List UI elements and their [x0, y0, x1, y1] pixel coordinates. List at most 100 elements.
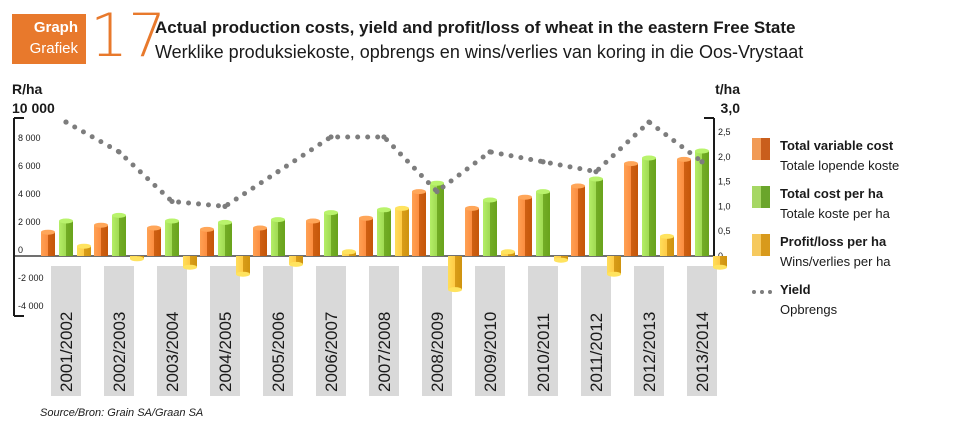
bar-cap-variable-cost	[41, 229, 55, 235]
bar-cap-total-cost	[642, 155, 656, 161]
bar-cap-total-cost	[324, 210, 338, 216]
bar-variable-cost	[359, 218, 373, 256]
bar-cap-profit-loss	[342, 249, 356, 255]
badge-label-af: Grafiek	[29, 40, 78, 57]
left-tick-label: -2 000	[18, 273, 44, 283]
bar-total-cost	[642, 158, 656, 256]
category-label: 2007/2008	[375, 312, 394, 392]
bar-total-cost	[165, 221, 179, 256]
bar-cap-total-cost	[695, 148, 709, 154]
legend-swatch-variable-cost	[752, 138, 770, 160]
bar-cap-variable-cost	[147, 225, 161, 231]
yield-point	[381, 134, 387, 140]
bar-cap-profit-loss	[554, 257, 568, 263]
bar-cap-variable-cost	[465, 205, 479, 211]
legend-label-en: Profit/loss per ha	[780, 234, 887, 249]
bar-total-cost	[695, 151, 709, 256]
yield-point	[593, 169, 599, 175]
bar-cap-variable-cost	[94, 222, 108, 228]
bar-total-cost	[483, 200, 497, 256]
bar-profit-loss	[289, 256, 303, 265]
bar-total-cost	[430, 183, 444, 256]
bar-cap-profit-loss	[77, 243, 91, 249]
left-tick-label: 0	[18, 245, 23, 255]
legend-label-en: Yield	[780, 282, 811, 297]
bar-cap-variable-cost	[412, 189, 426, 195]
bar-cap-variable-cost	[253, 225, 267, 231]
bar-variable-cost	[41, 232, 55, 256]
category-band	[51, 266, 81, 396]
bar-variable-cost	[147, 228, 161, 256]
legend-label-af: Opbrengs	[780, 302, 838, 317]
bar-cap-variable-cost	[200, 226, 214, 232]
yield-point	[275, 169, 281, 175]
bar-total-cost	[271, 219, 285, 256]
category-band	[581, 266, 611, 396]
bar-cap-total-cost	[218, 219, 232, 225]
legend-swatch-profit-loss	[752, 234, 770, 256]
bar-cap-total-cost	[112, 212, 126, 218]
bar-cap-variable-cost	[571, 183, 585, 189]
bar-total-cost	[536, 191, 550, 256]
bar-cap-profit-loss	[448, 287, 462, 293]
yield-point	[699, 159, 705, 165]
bar-cap-total-cost	[59, 218, 73, 224]
bar-variable-cost	[200, 229, 214, 256]
source-note: Source/Bron: Grain SA/Graan SA	[40, 407, 204, 419]
category-band	[104, 266, 134, 396]
bar-variable-cost	[465, 208, 479, 256]
category-band	[369, 266, 399, 396]
category-band	[528, 266, 558, 396]
category-label: 2010/2011	[534, 313, 553, 392]
bar-total-cost	[218, 222, 232, 256]
legend-label-af: Totale lopende koste	[780, 158, 900, 173]
bar-total-cost	[324, 212, 338, 256]
left-tick-label: 8 000	[18, 133, 41, 143]
graph-number: 17	[90, 1, 167, 71]
bar-variable-cost	[94, 225, 108, 256]
bar-cap-profit-loss	[713, 264, 727, 270]
right-tick-label: 2,0	[718, 152, 731, 162]
yield-point	[646, 119, 652, 125]
bar-cap-total-cost	[536, 189, 550, 195]
bar-variable-cost	[518, 197, 532, 256]
bar-cap-total-cost	[483, 197, 497, 203]
bar-profit-loss	[236, 256, 250, 275]
bar-cap-total-cost	[430, 180, 444, 186]
bar-cap-total-cost	[165, 218, 179, 224]
category-label: 2006/2007	[322, 312, 341, 392]
bar-cap-total-cost	[271, 217, 285, 223]
right-tick-label: 1,0	[718, 201, 731, 211]
bar-profit-loss	[607, 256, 621, 275]
legend-swatch-yield	[752, 290, 772, 294]
bar-total-cost	[59, 221, 73, 256]
bar-cap-profit-loss	[395, 205, 409, 211]
category-label: 2013/2014	[693, 312, 712, 392]
category-band	[263, 266, 293, 396]
right-axis-max: 3,0	[721, 100, 741, 116]
yield-point	[169, 198, 175, 205]
bar-cap-total-cost	[589, 176, 603, 182]
category-band	[316, 266, 346, 396]
yield-point	[116, 149, 122, 155]
category-label: 2001/2002	[57, 312, 76, 392]
left-tick-label: 6 000	[18, 161, 41, 171]
yield-point	[63, 119, 69, 125]
bar-cap-variable-cost	[518, 194, 532, 200]
bar-variable-cost	[412, 191, 426, 256]
bar-total-cost	[377, 209, 391, 256]
bar-total-cost	[112, 215, 126, 256]
graph-badge: Graph Grafiek	[12, 14, 86, 64]
category-band	[422, 266, 452, 396]
category-band	[687, 266, 717, 396]
bar-profit-loss	[77, 246, 91, 256]
left-tick-label: -4 000	[18, 301, 44, 311]
left-tick-label: 2 000	[18, 217, 41, 227]
left-axis-max: 10 000	[12, 100, 55, 116]
yield-point	[222, 203, 228, 209]
bar-cap-profit-loss	[660, 233, 674, 239]
right-axis-unit: t/ha	[715, 81, 740, 97]
category-label: 2005/2006	[269, 312, 288, 392]
right-tick-label: 2,5	[718, 127, 731, 137]
bar-cap-variable-cost	[677, 156, 691, 162]
